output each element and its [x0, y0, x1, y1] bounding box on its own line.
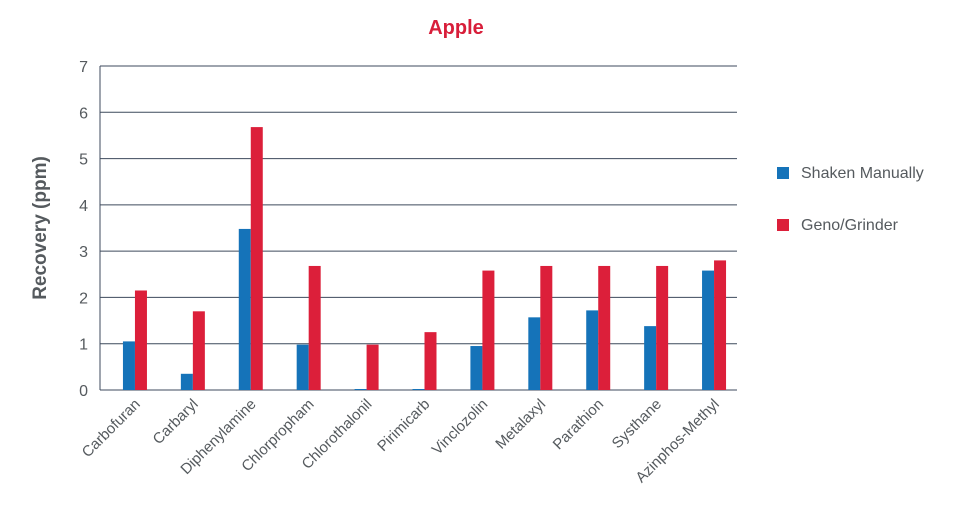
bar-geno-grinder: [134, 290, 147, 390]
x-tick-label: Carbofuran: [79, 396, 144, 461]
bar-shaken-manually: [528, 317, 541, 390]
bar-shaken-manually: [412, 389, 425, 390]
bar-geno-grinder: [540, 265, 553, 390]
x-tick-label: Pirimicarb: [374, 396, 433, 455]
x-tick-labels: Carbofuran CarbarylDiphenylamineChlorprop…: [79, 396, 723, 486]
x-tick-label: Carbaryl: [150, 396, 202, 448]
bar-geno-grinder: [656, 265, 669, 390]
bar-geno-grinder: [424, 332, 437, 390]
bar-shaken-manually: [122, 341, 135, 390]
y-tick-labels: 0 1 2 3 4 5 6 7: [79, 59, 88, 400]
bar-shaken-manually: [238, 228, 251, 390]
legend-label: Geno/Grinder: [801, 217, 899, 234]
bar-shaken-manually: [296, 344, 309, 390]
bar-shaken-manually: [180, 373, 193, 390]
x-tick-label: Systhane: [609, 396, 665, 452]
bar-shaken-manually: [470, 346, 483, 390]
y-tick-label: 4: [79, 198, 88, 215]
bars: [122, 127, 727, 391]
y-tick-label: 1: [79, 337, 88, 354]
y-tick-label: 2: [79, 290, 88, 307]
bar-geno-grinder: [308, 265, 321, 390]
y-tick-label: 3: [79, 244, 88, 261]
y-tick-label: 5: [79, 152, 88, 169]
y-axis-label: Recovery (ppm): [30, 156, 51, 300]
legend-swatch: [777, 167, 789, 179]
bar-shaken-manually: [354, 389, 367, 390]
bar-geno-grinder: [598, 265, 611, 390]
bar-shaken-manually: [586, 310, 599, 390]
bar-shaken-manually: [702, 270, 715, 390]
bar-geno-grinder: [366, 344, 379, 390]
bar-geno-grinder: [192, 311, 205, 390]
bar-geno-grinder: [250, 127, 263, 391]
y-tick-label: 6: [79, 105, 88, 122]
x-tick-label: Metalaxyl: [492, 396, 549, 453]
bar-geno-grinder: [714, 260, 727, 390]
bar-shaken-manually: [644, 326, 657, 390]
legend: Shaken Manually Geno/Grinder: [777, 165, 924, 234]
x-tick-label: Parathion: [550, 396, 607, 453]
bar-geno-grinder: [482, 270, 495, 390]
legend-swatch: [777, 219, 789, 231]
y-tick-label: 7: [79, 59, 88, 76]
gridlines: [99, 65, 737, 391]
x-tick-label: Vinclozolin: [429, 396, 492, 459]
legend-label: Shaken Manually: [801, 165, 924, 182]
y-tick-label: 0: [79, 383, 88, 400]
chart-title: Apple: [428, 17, 484, 39]
